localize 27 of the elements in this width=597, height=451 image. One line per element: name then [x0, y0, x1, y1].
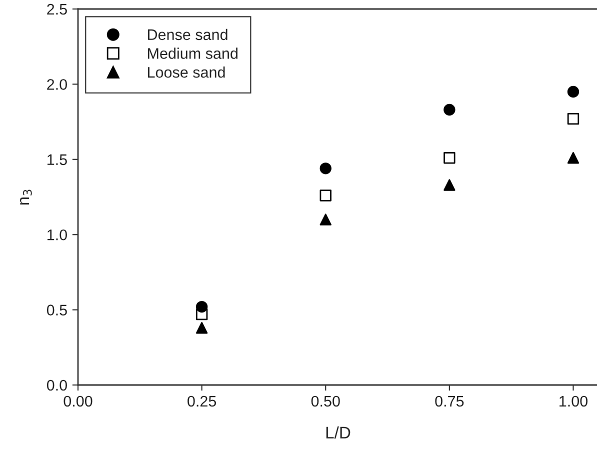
x-axis-title: L/D — [326, 426, 350, 439]
point — [320, 190, 332, 202]
y-tick-label: 0.5 — [46, 304, 67, 316]
y-tick-label: 1.0 — [48, 229, 67, 240]
legend-label: Medium sand — [148, 48, 238, 59]
point — [320, 214, 332, 226]
legend-label: Loose sand — [148, 66, 225, 78]
x-tick-label: 0.50 — [311, 396, 340, 407]
point — [444, 104, 456, 116]
point — [444, 179, 456, 191]
x-tick-label: 0.25 — [188, 396, 216, 407]
point — [567, 86, 580, 98]
point — [444, 152, 456, 164]
y-axis-title: n$_{3}$ — [20, 190, 32, 205]
point — [196, 308, 208, 320]
y-tick-label: 1.5 — [48, 154, 67, 166]
y-tick-label: 0.0 — [46, 380, 67, 391]
point — [567, 112, 580, 125]
x-tick-label: 0.00 — [64, 396, 92, 407]
y-tick-label: 2.5 — [47, 4, 67, 15]
point — [196, 322, 208, 334]
x-tick-label: 0.75 — [435, 396, 464, 407]
legend-label: Dense sand — [148, 28, 228, 40]
x-tick-label: 1.00 — [560, 396, 588, 407]
point — [320, 162, 332, 174]
y-tick-label: 2.0 — [47, 79, 67, 90]
point — [567, 152, 580, 164]
